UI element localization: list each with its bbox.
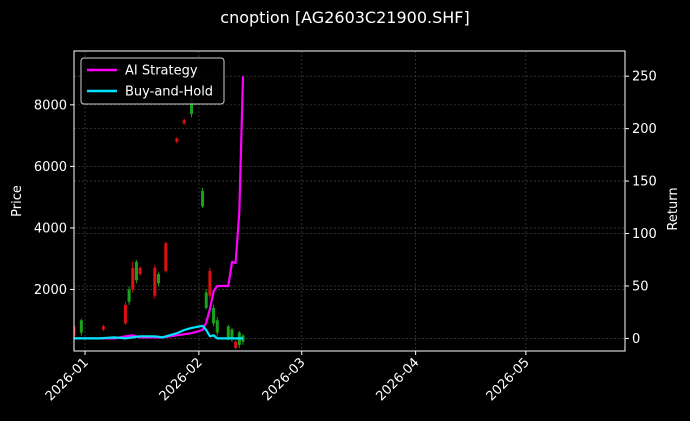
ai-strategy-line (74, 76, 245, 340)
candle-body (138, 267, 142, 275)
left-tick-label: 8000 (34, 98, 67, 113)
candle-body (131, 267, 135, 290)
candle-body (226, 326, 230, 339)
candle-body (190, 98, 194, 115)
candle-body (175, 138, 179, 142)
x-axis: 2026-01 2026-02 2026-03 2026-04 2026-05 (43, 351, 533, 404)
right-tick-label: 250 (632, 70, 657, 85)
right-tick-label: 100 (632, 227, 657, 242)
candle-body (134, 261, 138, 281)
candle-body (212, 307, 216, 324)
candle-body (201, 191, 205, 207)
left-tick-label: 6000 (34, 160, 67, 175)
candle-body (79, 320, 83, 333)
candle-body (153, 267, 157, 296)
chart-title: cnoption [AG2603C21900.SHF] (220, 8, 470, 27)
candlesticks (74, 95, 245, 350)
right-tick-label: 150 (632, 175, 657, 190)
candle-body (123, 304, 127, 324)
legend-label-ai-strategy: AI Strategy (125, 64, 198, 79)
candle-body (182, 120, 186, 124)
right-axis: 0 50 100 150 200 250 (625, 70, 657, 347)
x-tick-label: 2026-03 (260, 355, 309, 404)
candle-body (74, 326, 76, 336)
candle-body (164, 243, 168, 271)
x-tick-label: 2026-05 (484, 355, 533, 404)
right-tick-label: 200 (632, 122, 657, 137)
candle-body (204, 292, 208, 308)
plot-frame (73, 50, 626, 352)
candle-body (127, 289, 131, 302)
left-axis: 2000 4000 6000 8000 (34, 98, 74, 298)
x-tick-label: 2026-02 (157, 355, 206, 404)
candle-body (101, 326, 105, 330)
candle-body (230, 329, 234, 339)
candle-body (215, 320, 219, 333)
candle-body (156, 274, 160, 284)
right-tick-label: 0 (632, 332, 640, 347)
x-tick-label: 2026-04 (373, 355, 422, 404)
left-tick-label: 4000 (34, 221, 67, 236)
y-axis-label-price: Price (10, 185, 25, 217)
left-tick-label: 2000 (34, 283, 67, 298)
grid-lines (74, 51, 625, 351)
y-axis-label-return: Return (666, 187, 681, 230)
legend-label-buy-and-hold: Buy-and-Hold (125, 85, 213, 100)
candle-body (234, 341, 238, 348)
buy-and-hold-line (74, 324, 243, 340)
right-tick-label: 50 (632, 279, 649, 294)
legend: AI Strategy Buy-and-Hold (80, 57, 225, 105)
candle-body (208, 271, 212, 296)
x-tick-label: 2026-01 (43, 355, 92, 404)
